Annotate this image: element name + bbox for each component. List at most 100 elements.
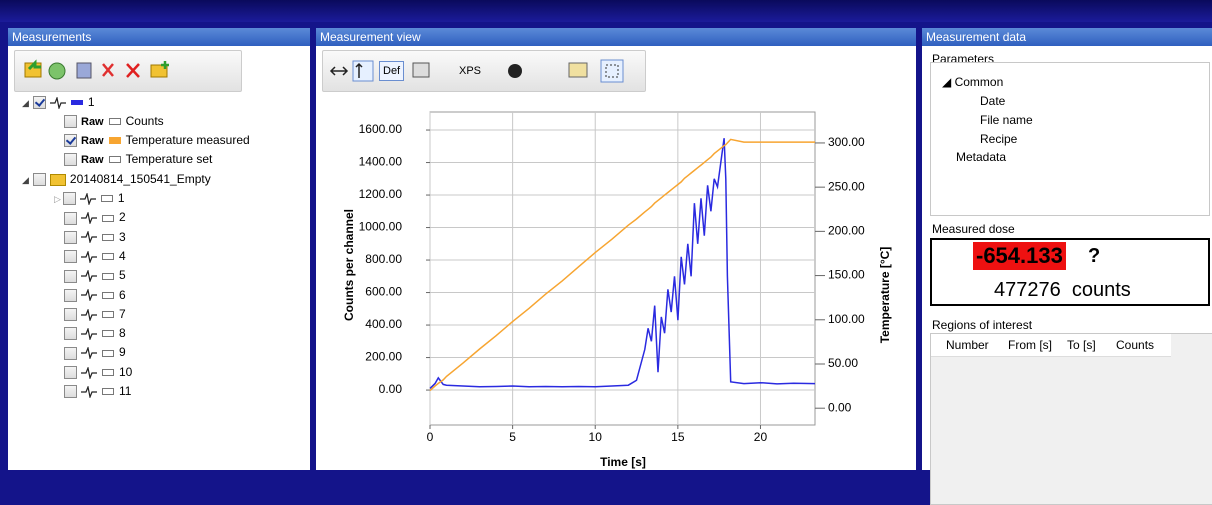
signal-glyph xyxy=(49,95,66,110)
tree-row: 2 xyxy=(64,209,126,226)
expander[interactable]: ▷ xyxy=(54,194,61,204)
signal-icon xyxy=(49,95,66,110)
tree-label: Temperature measured xyxy=(125,133,250,147)
tree-label: 10 xyxy=(119,364,133,379)
table-header xyxy=(931,334,1171,357)
parameters-box xyxy=(930,62,1210,216)
column-header[interactable]: To [s] xyxy=(1067,338,1096,352)
regions-table xyxy=(930,333,1212,505)
tree-label: File name xyxy=(980,113,1033,127)
zoom-y-icon[interactable] xyxy=(352,60,374,82)
remove-icon[interactable] xyxy=(102,63,114,77)
delete-icon[interactable] xyxy=(126,63,140,78)
chart: Time [s] Counts per channel Temperature … xyxy=(342,111,892,469)
channel-tag: Raw xyxy=(81,135,104,147)
tree-row: 4 xyxy=(64,248,126,264)
tree-row: 11 xyxy=(64,383,131,399)
tree-label: 8 xyxy=(119,326,126,341)
panel-header: Measurement view xyxy=(316,28,916,46)
tree-label: Common xyxy=(954,75,1004,89)
checkbox[interactable] xyxy=(64,327,77,341)
tree-label: Date xyxy=(980,94,1006,108)
tree-label: 6 xyxy=(119,287,126,302)
group-title: Regions of interest xyxy=(932,318,1033,332)
series-swatch xyxy=(102,330,114,338)
tree-label: Counts xyxy=(125,114,164,128)
checkbox[interactable] xyxy=(64,346,77,360)
title-bar xyxy=(0,0,1212,22)
checkbox[interactable] xyxy=(64,269,77,283)
signal-glyph xyxy=(81,268,97,284)
y2-tick-label: 100.00 xyxy=(828,312,865,326)
tree-label: 4 xyxy=(119,248,126,263)
checkbox[interactable] xyxy=(64,134,77,148)
tree-label: 1 xyxy=(87,95,95,109)
checkbox[interactable] xyxy=(64,288,77,302)
x-tick-label: 15 xyxy=(671,430,685,444)
checkbox[interactable] xyxy=(64,385,77,399)
series-swatch xyxy=(108,118,121,126)
checkbox[interactable] xyxy=(64,115,77,129)
signal-glyph xyxy=(81,326,97,342)
signal-icon xyxy=(81,249,97,264)
y2-axis-label: Temperature [°C] xyxy=(878,247,892,344)
checkbox[interactable] xyxy=(64,250,77,264)
checkbox[interactable] xyxy=(64,366,77,380)
tree-label: 11 xyxy=(119,384,132,398)
checkbox[interactable] xyxy=(64,153,77,167)
tree-label: 1 xyxy=(117,191,125,205)
y2-tick-label: 250.00 xyxy=(828,179,865,193)
y-axis-label: Counts per channel xyxy=(342,209,356,321)
checkbox[interactable] xyxy=(32,173,46,187)
print-icon[interactable] xyxy=(412,62,430,78)
y-tick-label: 600.00 xyxy=(365,285,402,299)
settings-icon[interactable] xyxy=(508,64,522,78)
checkbox[interactable] xyxy=(62,192,76,206)
checkbox[interactable] xyxy=(64,230,77,244)
measurements-panel: Measurements ◢ 1 Raw Counts Raw Temperature m… xyxy=(8,28,310,470)
checkbox[interactable] xyxy=(32,96,46,110)
series-swatch xyxy=(102,272,114,280)
checkbox[interactable] xyxy=(64,211,77,225)
tree-label: 9 xyxy=(119,345,126,360)
select-icon[interactable] xyxy=(600,59,624,83)
add-folder-icon[interactable] xyxy=(150,64,168,78)
ruler-icon[interactable] xyxy=(568,62,588,78)
signal-glyph xyxy=(81,365,97,380)
column-header[interactable]: Number xyxy=(946,338,989,352)
panel-header: Measurement data xyxy=(922,28,1212,46)
signal-icon xyxy=(81,307,97,322)
tree-row: 6 xyxy=(64,287,126,303)
expander[interactable]: ◢ xyxy=(22,175,29,185)
toolbar-icons xyxy=(24,59,169,80)
set-icon[interactable] xyxy=(48,62,66,80)
signal-glyph xyxy=(81,384,97,399)
toolbar: Def XPS xyxy=(322,50,646,92)
tree-row: ◢ 20140814_150541_Empty xyxy=(22,171,211,187)
dose-box xyxy=(930,238,1210,306)
count-value: 477276 xyxy=(994,279,1061,301)
group-title: Measured dose xyxy=(932,222,1015,236)
channel-tag: Raw xyxy=(81,116,104,128)
open-arrow xyxy=(27,59,41,71)
signal-icon xyxy=(81,384,97,399)
signal-icon xyxy=(81,211,97,226)
toolbar-icons xyxy=(329,59,624,83)
def-button[interactable]: Def xyxy=(379,61,405,81)
tree-row: 10 xyxy=(64,364,132,380)
column-header[interactable]: From [s] xyxy=(1008,338,1052,352)
signal-glyph xyxy=(81,211,97,226)
tree-label: 20140814_150541_Empty xyxy=(69,172,211,186)
y-tick-label: 1400.00 xyxy=(359,155,403,169)
pan-icon[interactable] xyxy=(329,66,349,76)
tree-label: 5 xyxy=(119,268,126,283)
expander[interactable]: ◢ xyxy=(22,98,29,108)
xps-button[interactable]: XPS xyxy=(459,65,482,77)
tree-row: 9 xyxy=(64,344,126,361)
save-icon[interactable] xyxy=(76,62,92,79)
column-header[interactable]: Counts xyxy=(1116,338,1155,352)
signal-icon xyxy=(81,288,97,303)
series-swatch xyxy=(102,233,114,241)
x-tick-label: 20 xyxy=(754,430,768,444)
checkbox[interactable] xyxy=(64,308,77,322)
